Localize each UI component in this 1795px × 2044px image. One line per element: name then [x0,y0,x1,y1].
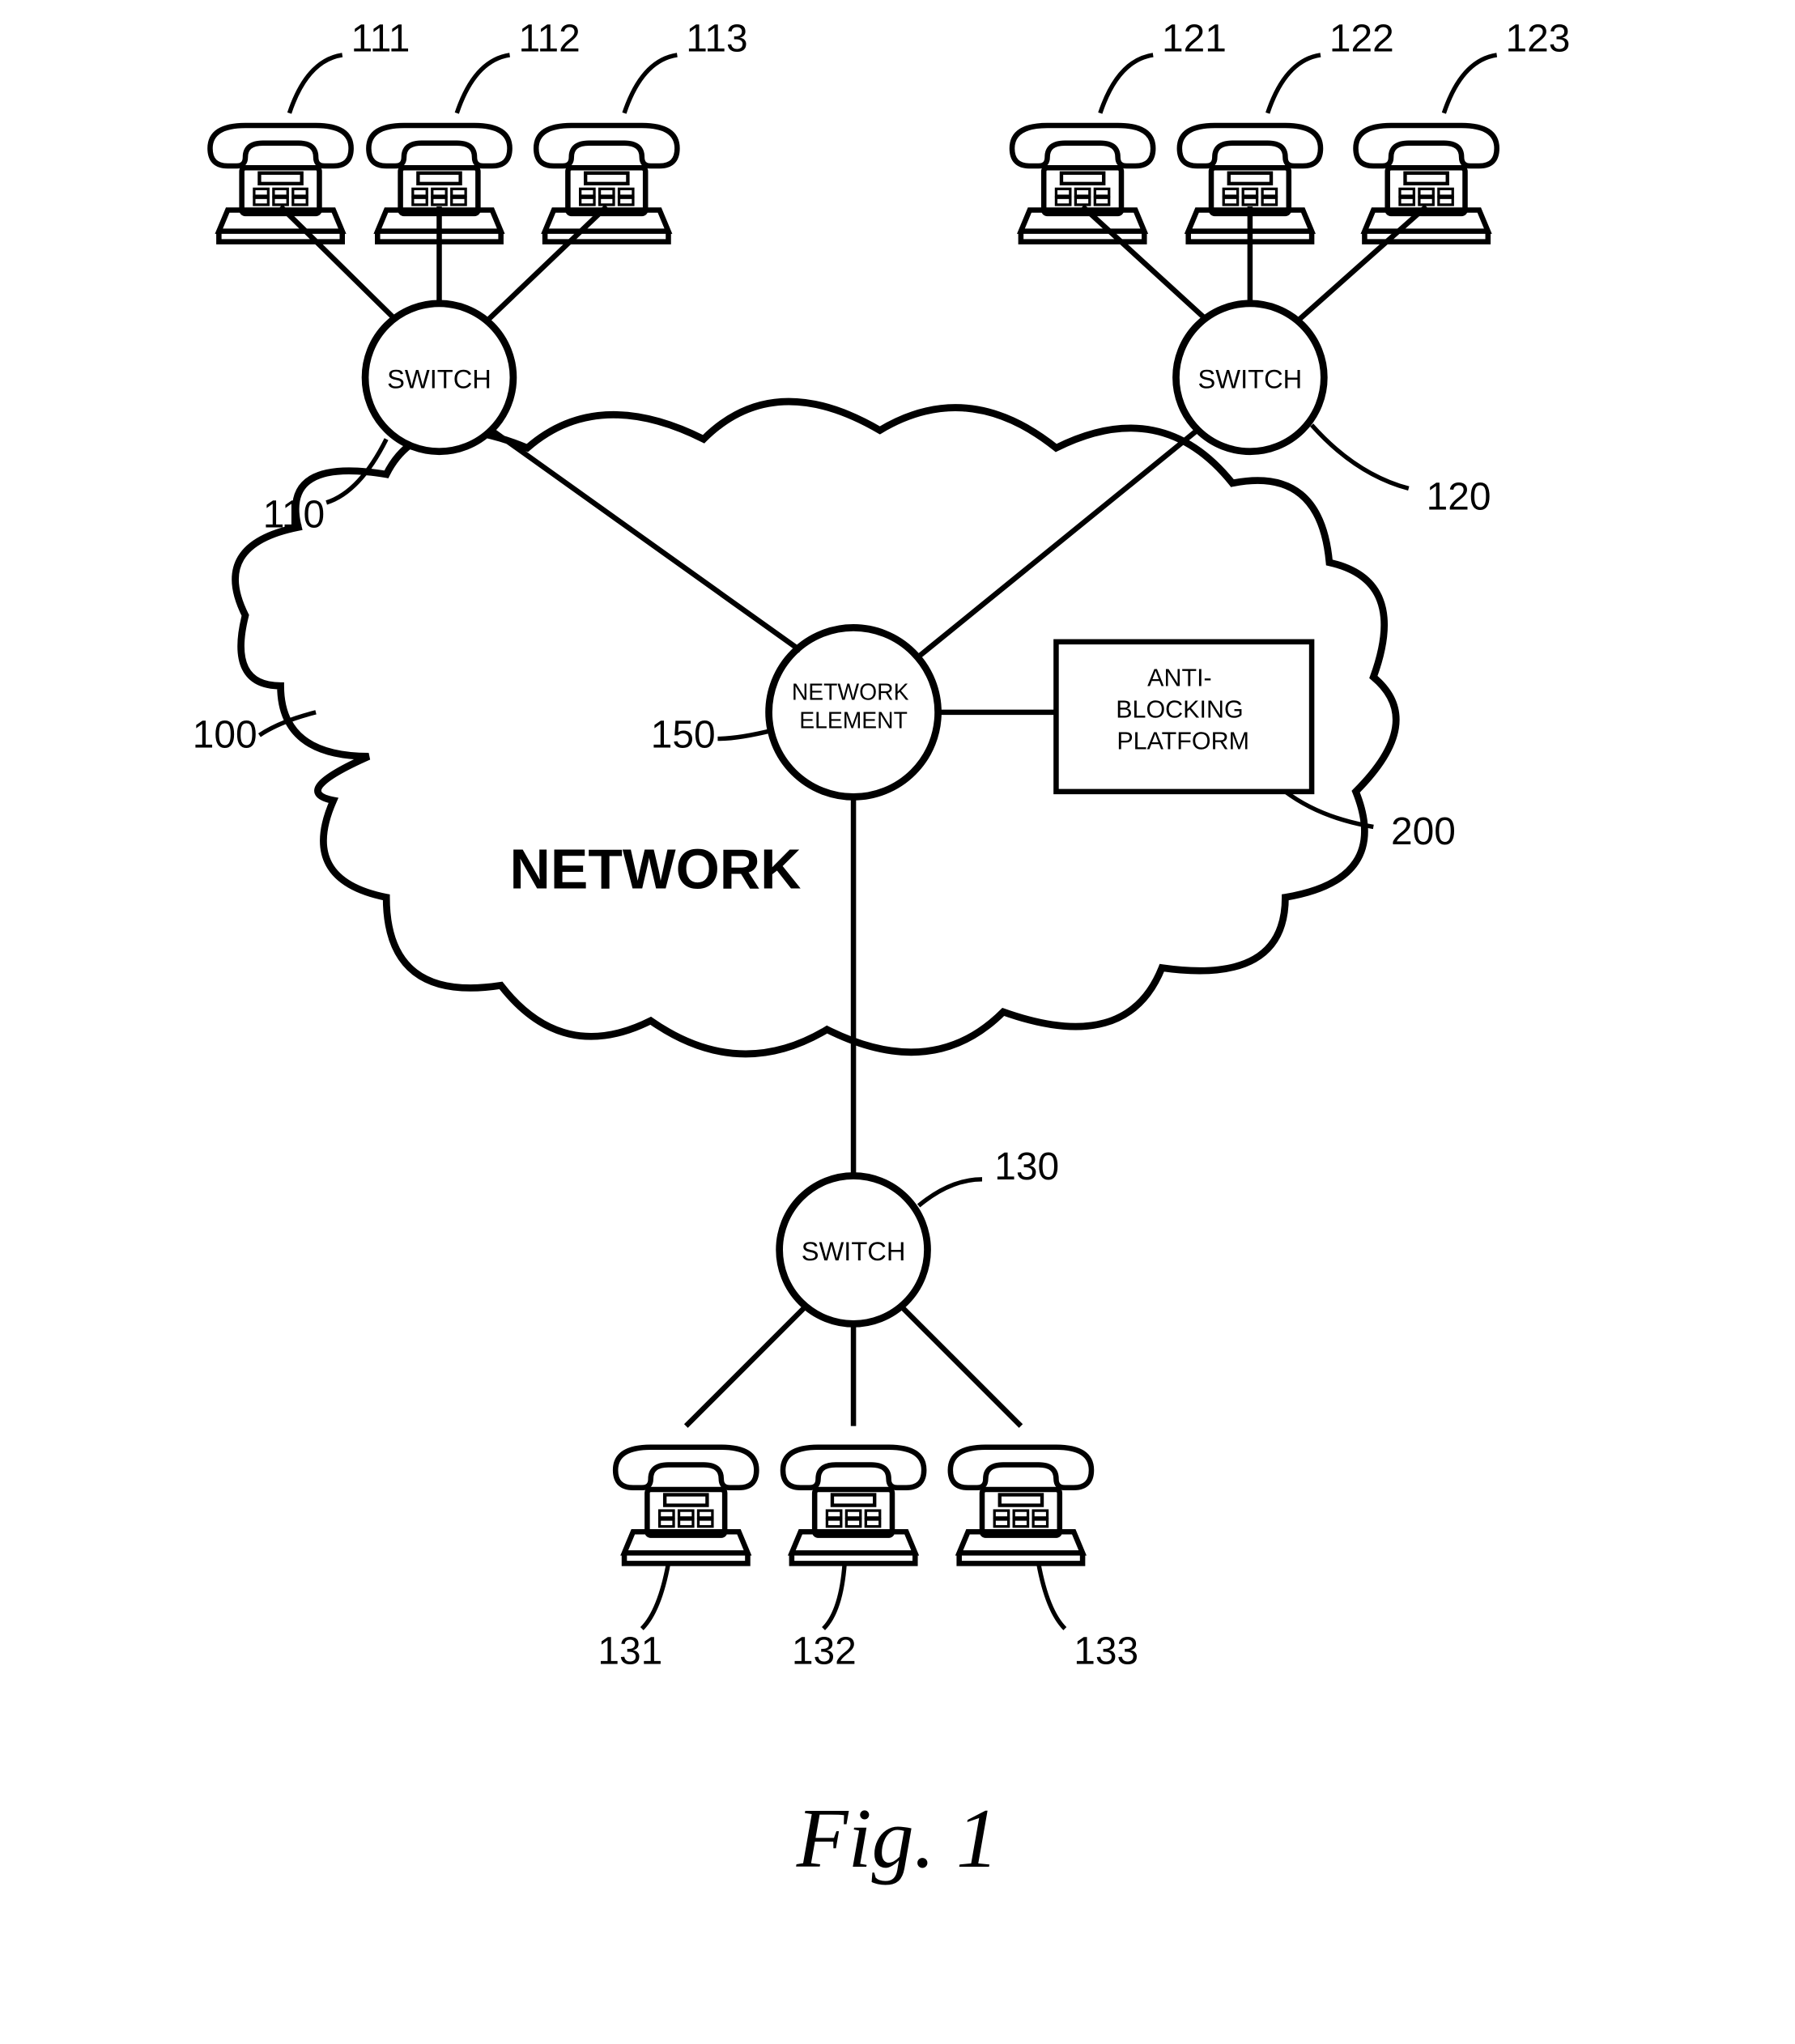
svg-text:110: 110 [263,493,325,536]
svg-text:113: 113 [686,18,747,61]
switch-right: SWITCH [1176,304,1324,452]
svg-text:122: 122 [1329,18,1394,61]
phone-icon [783,1447,924,1564]
network-diagram: NETWORK NETWORK ELEMENT ANTI- BLOCKING P… [16,16,1779,1955]
svg-text:130: 130 [994,1145,1059,1188]
platform-label-1: ANTI- [1147,664,1212,691]
svg-text:200: 200 [1391,810,1456,853]
platform-label-2: BLOCKING [1116,695,1243,723]
phone-icon [1012,125,1153,242]
svg-text:SWITCH: SWITCH [802,1236,906,1266]
svg-text:133: 133 [1074,1630,1138,1672]
switch-bottom: SWITCH [780,1175,928,1324]
svg-text:SWITCH: SWITCH [1198,363,1303,393]
svg-text:150: 150 [651,713,716,756]
network-element-label-1: NETWORK [792,679,909,705]
network-element-node: NETWORK ELEMENT [769,627,938,797]
platform-box: ANTI- BLOCKING PLATFORM [1056,642,1312,792]
network-element-label-2: ELEMENT [799,708,908,733]
platform-label-3: PLATFORM [1117,728,1249,755]
phone-icon [1356,125,1497,242]
svg-text:123: 123 [1506,18,1571,61]
svg-text:131: 131 [598,1630,662,1672]
figure-caption: Fig. 1 [796,1791,999,1885]
phone-icon [536,125,677,242]
phone-icon [210,125,351,242]
cloud-label: NETWORK [510,838,802,901]
svg-text:SWITCH: SWITCH [387,363,491,393]
svg-text:111: 111 [351,18,410,61]
phone-icon [615,1447,756,1564]
ref-leaders [259,55,1496,1629]
phone-icon [951,1447,1091,1564]
switch-left: SWITCH [365,304,513,452]
svg-text:132: 132 [792,1630,857,1672]
svg-text:112: 112 [518,18,580,61]
svg-text:120: 120 [1427,476,1491,519]
svg-text:100: 100 [193,713,257,756]
svg-text:121: 121 [1162,18,1227,61]
